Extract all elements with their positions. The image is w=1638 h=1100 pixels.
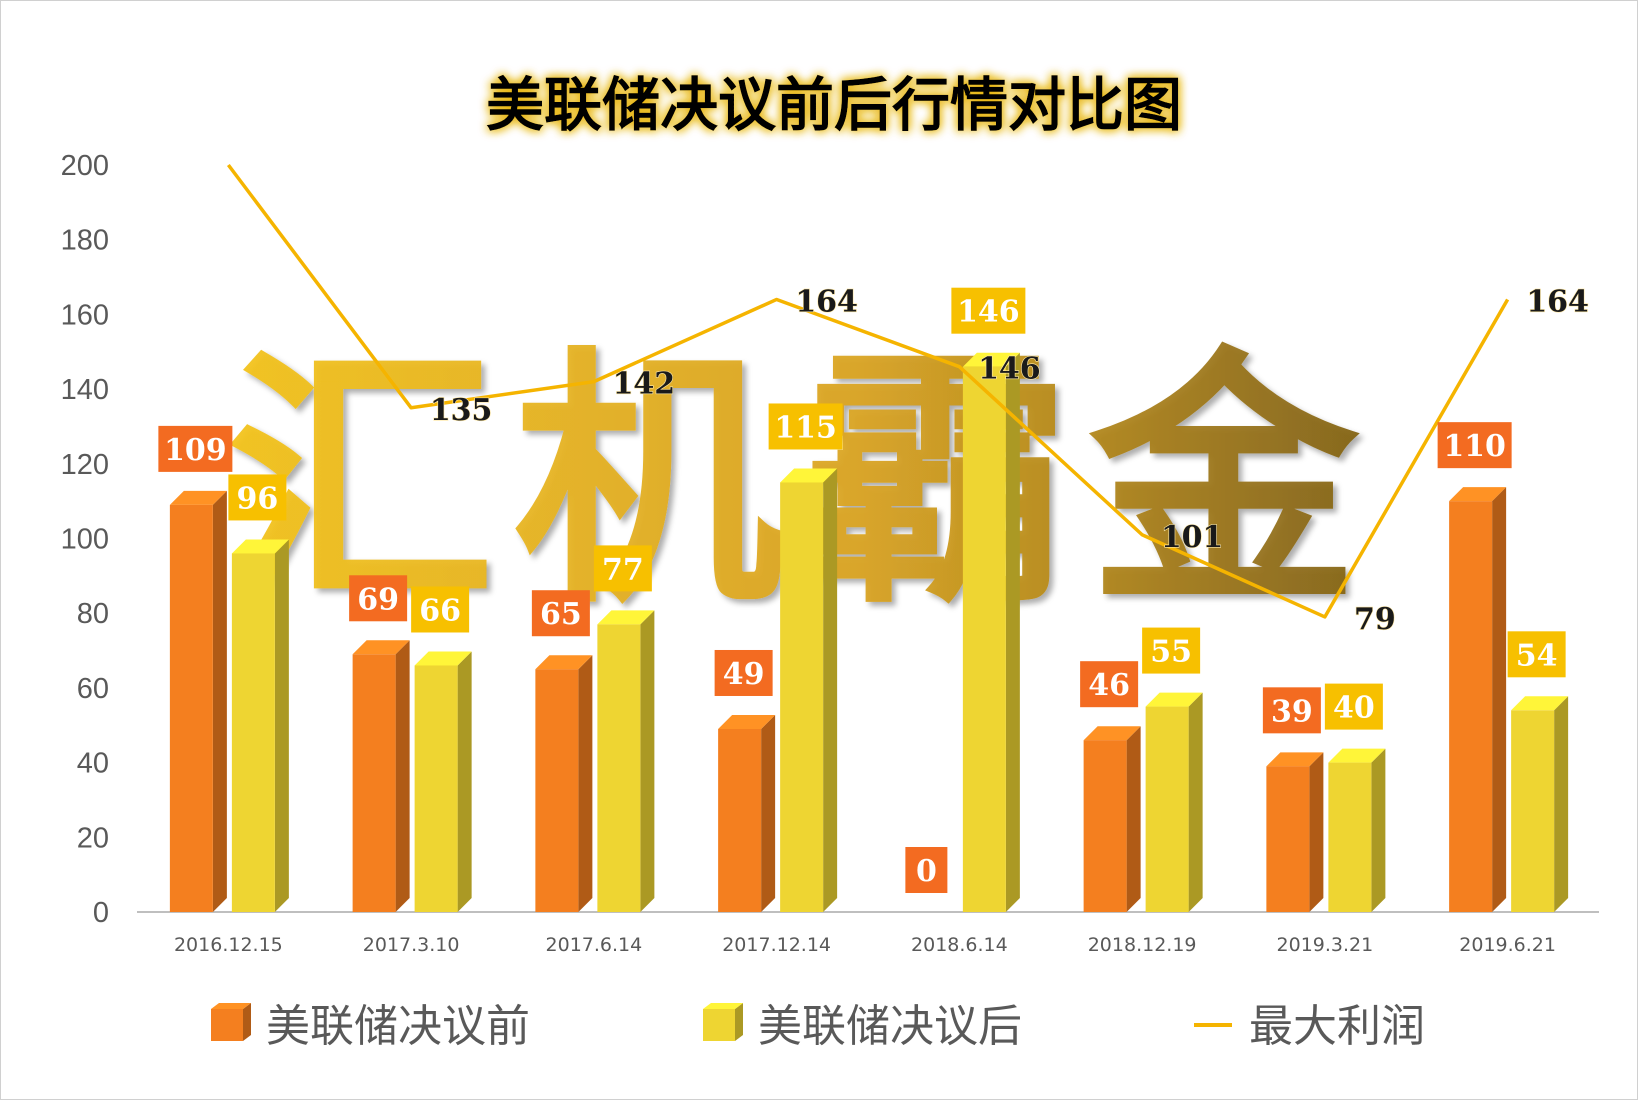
bar-before: [1266, 752, 1324, 912]
bar-after: [231, 539, 289, 912]
svg-text:美联储决议后: 美联储决议后: [758, 1001, 1022, 1052]
svg-text:最大利润: 最大利润: [1249, 1001, 1425, 1052]
profit-data-label: 101: [1161, 520, 1224, 555]
bar-after: [414, 651, 472, 912]
profit-line: [226, 163, 1510, 619]
after-data-label: 115: [768, 403, 843, 450]
before-data-label: 39: [1262, 687, 1321, 734]
svg-text:40: 40: [1333, 691, 1375, 726]
profit-data-label: 79: [1354, 602, 1396, 637]
y-tick-label: 120: [61, 449, 109, 481]
svg-text:美联储决议前: 美联储决议前: [266, 1001, 530, 1052]
svg-text:69: 69: [357, 582, 399, 617]
legend-item: 最大利润: [1194, 1001, 1425, 1052]
profit-data-label: 146: [978, 352, 1041, 387]
svg-text:46: 46: [1088, 668, 1130, 703]
y-tick-label: 180: [61, 225, 109, 257]
x-tick-label: 2018.6.14: [911, 934, 1008, 956]
svg-text:115: 115: [774, 410, 837, 445]
bar-after: [1511, 696, 1569, 912]
y-tick-label: 80: [77, 598, 109, 630]
svg-text:0: 0: [916, 854, 937, 889]
after-data-label: 96: [228, 474, 287, 521]
y-tick-label: 20: [77, 822, 109, 854]
svg-text:96: 96: [237, 481, 279, 516]
y-tick-label: 140: [61, 374, 109, 406]
before-data-label: 49: [714, 649, 773, 696]
bar-before: [1449, 487, 1507, 912]
bar-before: [169, 490, 227, 912]
data-labels: 109 69 65 49 0 46 39 110 96 66 77 115 146 55 40 54 135 14…: [158, 284, 1590, 893]
chart-title: 美联储决议前后行情对比图: [486, 71, 1182, 139]
x-tick-label: 2016.12.15: [174, 934, 283, 956]
bar-before: [535, 655, 593, 912]
x-tick-label: 2019.6.21: [1459, 934, 1556, 956]
before-data-label: 65: [531, 590, 590, 637]
x-tick-label: 2017.12.14: [722, 934, 831, 956]
after-data-label: 146: [951, 287, 1026, 334]
before-data-label: 0: [905, 847, 948, 893]
svg-text:146: 146: [957, 295, 1020, 330]
x-axis: 2016.12.15 2017.3.10 2017.6.14 2017.12.14 20…: [137, 911, 1599, 956]
after-data-label: 54: [1507, 631, 1566, 678]
svg-text:66: 66: [419, 593, 461, 628]
bar-after: [962, 352, 1020, 912]
before-data-label: 46: [1080, 661, 1139, 708]
after-data-label: 55: [1142, 627, 1201, 674]
svg-text:110: 110: [1443, 429, 1506, 464]
svg-text:55: 55: [1150, 635, 1192, 670]
y-tick-label: 160: [61, 299, 109, 331]
after-data-label: 77: [593, 545, 652, 592]
legend-item: 美联储决议前: [211, 1001, 530, 1052]
after-data-label: 40: [1324, 683, 1383, 730]
bars: [169, 352, 1569, 912]
before-data-label: 69: [349, 575, 408, 622]
svg-text:77: 77: [602, 552, 644, 587]
bar-after: [597, 610, 655, 912]
before-data-label: 109: [158, 425, 233, 472]
bar-before: [352, 640, 410, 912]
profit-data-label: 164: [1526, 284, 1589, 319]
y-tick-label: 0: [93, 897, 109, 929]
bar-before: [1083, 726, 1141, 912]
x-tick-label: 2019.3.21: [1277, 934, 1374, 956]
x-tick-label: 2018.12.19: [1088, 934, 1197, 956]
y-tick-label: 200: [61, 150, 109, 182]
legend-item: 美联储决议后: [703, 1001, 1022, 1052]
profit-data-label: 142: [613, 367, 676, 402]
y-tick-label: 60: [77, 673, 109, 705]
bar-after: [1145, 692, 1203, 912]
legend: 美联储决议前 美联储决议后 最大利润: [211, 1001, 1425, 1052]
profit-line-path: [226, 163, 1510, 619]
svg-text:54: 54: [1516, 638, 1558, 673]
bar-before: [718, 714, 776, 912]
bar-after: [780, 468, 838, 912]
before-data-label: 110: [1437, 422, 1512, 469]
svg-text:49: 49: [723, 657, 765, 692]
y-tick-label: 40: [77, 748, 109, 780]
profit-data-label: 135: [430, 393, 493, 428]
profit-data-label: 164: [795, 284, 858, 319]
svg-text:39: 39: [1271, 694, 1313, 729]
x-tick-label: 2017.6.14: [546, 934, 643, 956]
x-tick-label: 2017.3.10: [363, 934, 460, 956]
y-tick-label: 100: [61, 524, 109, 556]
bar-after: [1328, 748, 1386, 912]
svg-text:109: 109: [164, 433, 227, 468]
after-data-label: 66: [411, 586, 470, 633]
y-axis: 0 20 40 60 80 100 120 140 160 180 200: [61, 150, 109, 929]
svg-text:65: 65: [540, 597, 582, 632]
